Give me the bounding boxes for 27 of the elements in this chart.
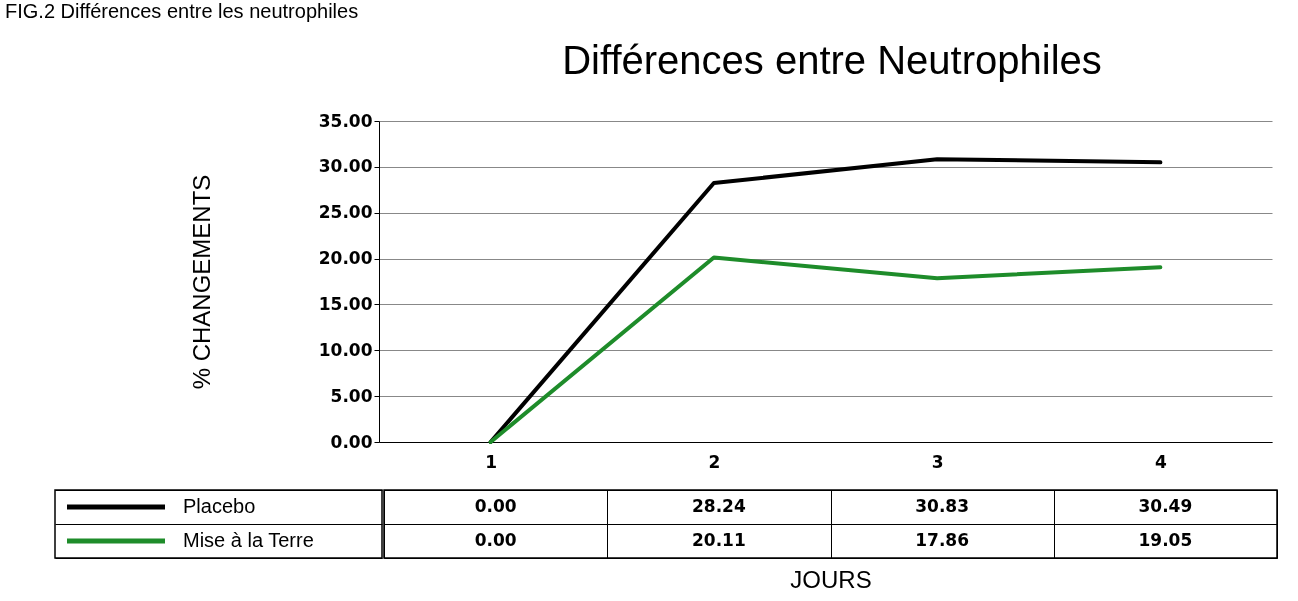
data-label: 30.83 <box>915 496 970 516</box>
y-tick-label: 0.00 <box>330 431 373 452</box>
y-tick-label: 20.00 <box>318 248 373 269</box>
chart-title: Différences entre Neutrophiles <box>562 38 1102 82</box>
data-label: 19.05 <box>1138 530 1193 550</box>
y-tick-label: 15.00 <box>318 293 373 314</box>
y-tick-label: 10.00 <box>318 339 373 360</box>
data-label: 0.00 <box>474 530 517 550</box>
y-tick-label: 35.00 <box>318 110 373 131</box>
line-series <box>488 255 1163 444</box>
x-tick-label: 1 <box>485 451 498 472</box>
data-label: 30.49 <box>1138 496 1193 516</box>
y-tick-label: 5.00 <box>330 385 373 406</box>
legend-label: Mise à la Terre <box>183 529 314 551</box>
data-label: 0.00 <box>474 496 517 516</box>
caption: FIG.2 Différences entre les neutrophiles <box>5 0 359 22</box>
legend-label: Placebo <box>183 495 256 517</box>
y-tick-label: 30.00 <box>318 156 373 177</box>
y-axis-title: % CHANGEMENTS <box>187 174 215 390</box>
y-tick-label: 25.00 <box>318 202 373 223</box>
x-tick-label: 3 <box>931 451 944 472</box>
x-tick-label: 4 <box>1154 451 1167 472</box>
data-label: 17.86 <box>915 530 970 550</box>
data-label: 28.24 <box>691 496 746 516</box>
x-tick-label: 2 <box>708 451 721 472</box>
data-label: 20.11 <box>691 530 746 550</box>
x-axis-title: JOURS <box>790 565 872 593</box>
